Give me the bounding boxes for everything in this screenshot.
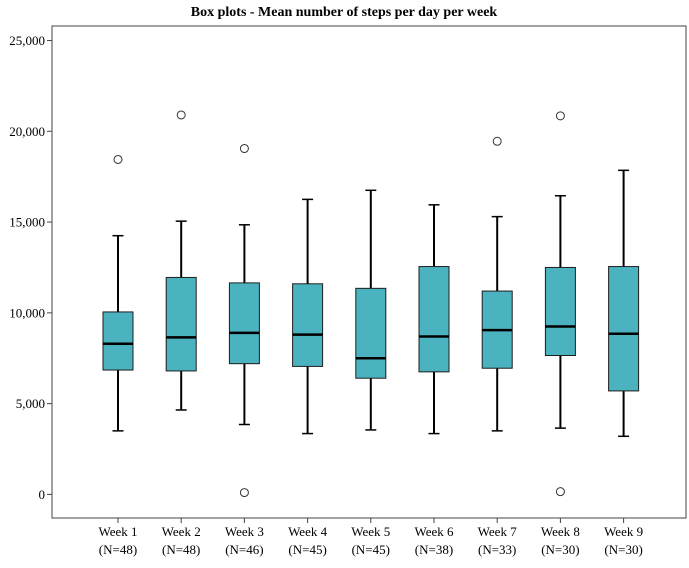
box-3 <box>228 144 260 498</box>
y-tick-label: 10,000 <box>9 305 45 320</box>
x-tick-label: Week 7 <box>478 524 518 539</box>
y-tick-label: 15,000 <box>9 215 45 230</box>
outlier-point <box>555 111 565 121</box>
outlier-point <box>239 488 249 498</box>
box-8 <box>544 111 576 497</box>
x-tick-label: Week 6 <box>414 524 454 539</box>
chart-title: Box plots - Mean number of steps per day… <box>191 5 498 20</box>
outlier-point <box>555 487 565 497</box>
outlier-point <box>239 144 249 154</box>
x-tick-sample-size: (N=48) <box>162 542 200 557</box>
x-tick-sample-size: (N=33) <box>478 542 516 557</box>
iqr-box <box>292 283 324 367</box>
x-tick-sample-size: (N=45) <box>352 542 390 557</box>
outlier-point <box>113 154 123 164</box>
box-2 <box>165 110 197 411</box>
x-tick-sample-size: (N=38) <box>415 542 453 557</box>
plot-frame <box>51 25 687 519</box>
box-6 <box>418 204 450 435</box>
x-tick-label: Week 4 <box>288 524 328 539</box>
x-tick-sample-size: (N=45) <box>288 542 326 557</box>
y-tick-label: 0 <box>39 487 46 502</box>
box-5 <box>355 189 387 431</box>
y-axis: 0 5,000 10,000 15,000 20,000 25,000 <box>9 33 52 502</box>
box-series <box>102 110 640 498</box>
x-tick-sample-size: (N=46) <box>225 542 263 557</box>
x-tick-sample-size: (N=48) <box>99 542 137 557</box>
iqr-box <box>544 266 576 357</box>
box-1 <box>102 154 134 432</box>
y-tick-label: 5,000 <box>16 396 45 411</box>
outlier-point <box>176 110 186 120</box>
x-tick-label: Week 2 <box>162 524 201 539</box>
x-tick-label: Week 3 <box>225 524 264 539</box>
iqr-box <box>418 266 450 373</box>
box-4 <box>292 198 324 435</box>
x-tick-label: Week 1 <box>98 524 137 539</box>
iqr-box <box>608 266 640 392</box>
x-tick-sample-size: (N=30) <box>604 542 642 557</box>
x-tick-label: Week 5 <box>351 524 390 539</box>
iqr-box <box>355 287 387 379</box>
iqr-box <box>165 276 197 372</box>
outlier-point <box>492 136 502 146</box>
x-axis: Week 1 (N=48) Week 2 (N=48) Week 3 (N=46) Week… <box>98 518 643 557</box>
iqr-box <box>102 311 134 371</box>
x-tick-sample-size: (N=30) <box>541 542 579 557</box>
y-tick-label: 20,000 <box>9 124 45 139</box>
box-9 <box>608 169 640 438</box>
x-tick-label: Week 8 <box>541 524 580 539</box>
iqr-box <box>228 282 260 365</box>
x-tick-label: Week 9 <box>604 524 643 539</box>
y-tick-label: 25,000 <box>9 33 45 48</box>
box-7 <box>481 136 513 432</box>
